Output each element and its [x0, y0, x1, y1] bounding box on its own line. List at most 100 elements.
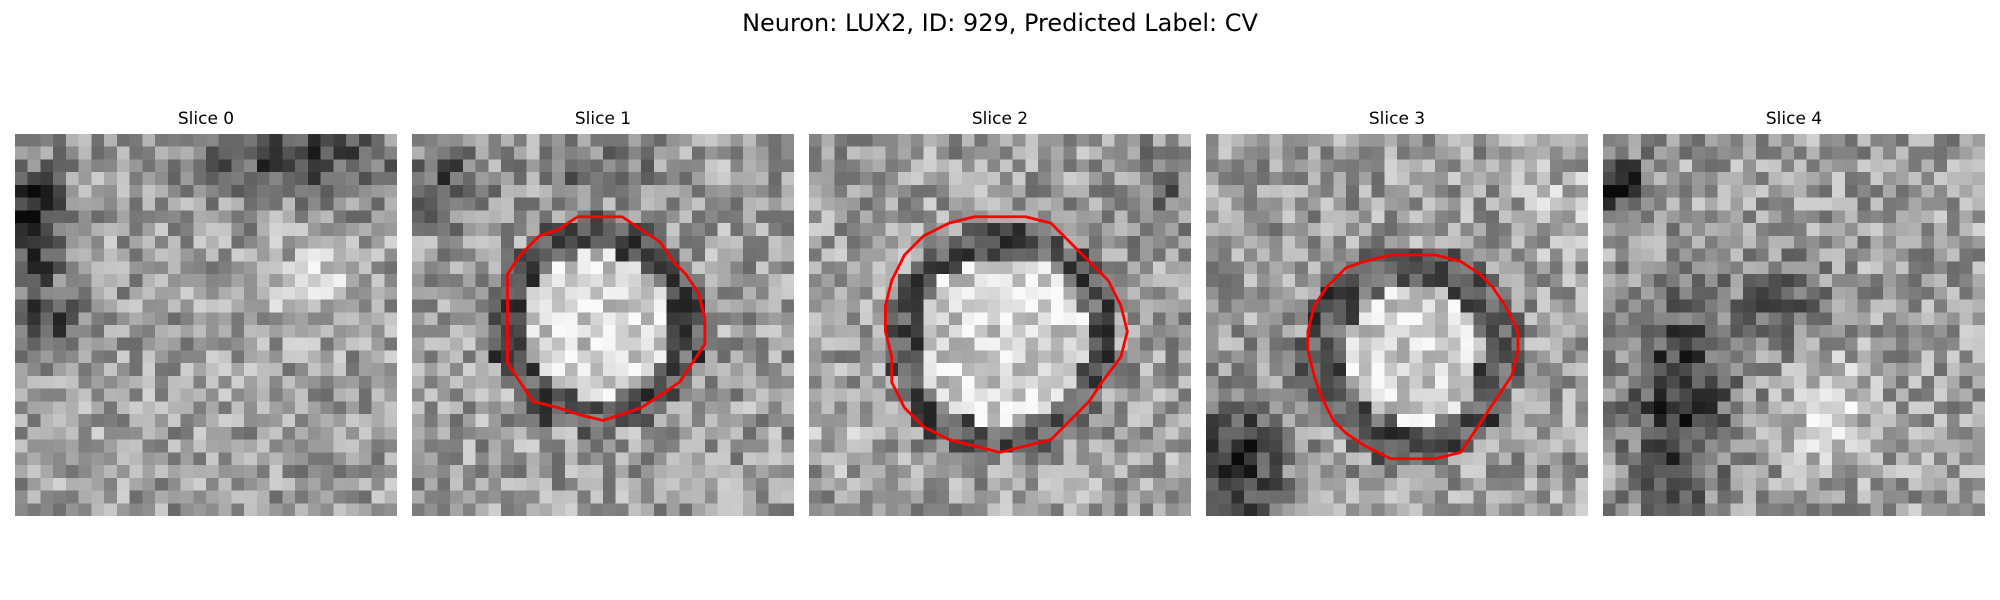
image-pixel [1755, 159, 1769, 173]
image-pixel [1397, 477, 1410, 491]
image-pixel [768, 452, 782, 466]
image-pixel [847, 299, 861, 313]
image-pixel [1794, 223, 1807, 237]
image-pixel [1768, 261, 1782, 275]
image-pixel [1934, 465, 1948, 479]
image-pixel [40, 146, 54, 160]
image-pixel [1524, 337, 1538, 351]
image-pixel [564, 197, 578, 211]
image-pixel [666, 325, 680, 338]
image-pixel [346, 388, 360, 402]
image-pixel [218, 337, 232, 351]
image-pixel [552, 197, 566, 211]
image-pixel [129, 235, 143, 249]
image-pixel [961, 388, 975, 402]
image-pixel [615, 426, 629, 440]
image-pixel [1832, 375, 1846, 389]
image-pixel [1883, 363, 1897, 377]
image-pixel [1231, 299, 1245, 313]
image-pixel [15, 452, 28, 466]
image-pixel [142, 363, 156, 377]
image-pixel [552, 375, 566, 389]
image-pixel [1498, 503, 1512, 516]
image-pixel [1000, 388, 1013, 402]
image-pixel [1959, 477, 1973, 491]
image-pixel [244, 146, 258, 160]
image-pixel [1101, 414, 1115, 428]
image-pixel [1152, 401, 1166, 415]
image-pixel [15, 363, 28, 377]
image-pixel [923, 375, 937, 389]
image-pixel [1269, 439, 1283, 453]
image-pixel [628, 325, 642, 338]
image-pixel [1307, 337, 1321, 351]
image-pixel [859, 452, 873, 466]
image-pixel [1934, 159, 1948, 173]
image-pixel [155, 503, 169, 516]
image-pixel [1819, 197, 1833, 211]
image-pixel [462, 223, 476, 237]
image-pixel [628, 261, 642, 275]
image-pixel [1140, 325, 1154, 338]
image-pixel [1358, 159, 1372, 173]
image-pixel [1615, 172, 1629, 186]
image-pixel [155, 146, 169, 160]
image-pixel [475, 184, 489, 198]
image-pixel [78, 363, 92, 377]
image-pixel [412, 261, 425, 275]
image-pixel [1256, 325, 1270, 338]
image-pixel [1806, 350, 1820, 364]
image-pixel [1447, 184, 1461, 198]
image-pixel [885, 223, 899, 237]
image-pixel [1206, 350, 1219, 364]
image-pixel [885, 503, 899, 516]
image-pixel [1140, 210, 1154, 224]
image-pixel [462, 414, 476, 428]
image-pixel [1460, 503, 1474, 516]
image-pixel [1165, 375, 1179, 389]
image-pixel [231, 350, 245, 364]
image-pixel [526, 159, 540, 173]
image-pixel [577, 159, 591, 173]
image-pixel [1794, 465, 1807, 479]
image-pixel [1089, 350, 1103, 364]
image-pixel [1921, 299, 1935, 313]
image-pixel [1794, 414, 1807, 428]
image-pixel [1819, 401, 1833, 415]
image-pixel [104, 235, 118, 249]
image-pixel [859, 146, 873, 160]
image-pixel [1307, 465, 1321, 479]
image-pixel [1333, 235, 1347, 249]
image-pixel [53, 503, 67, 516]
image-pixel [949, 134, 963, 147]
image-pixel [1934, 350, 1948, 364]
image-pixel [1397, 337, 1410, 351]
image-pixel [1692, 414, 1706, 428]
image-pixel [1114, 490, 1128, 504]
image-pixel [653, 146, 667, 160]
image-pixel [1114, 184, 1128, 198]
image-pixel [1870, 261, 1884, 275]
image-pixel [1575, 388, 1588, 402]
image-pixel [641, 312, 655, 326]
image-pixel [1679, 286, 1693, 300]
image-pixel [768, 401, 782, 415]
image-pixel [1679, 184, 1693, 198]
image-pixel [244, 172, 258, 186]
image-pixel [358, 299, 372, 313]
image-pixel [1076, 197, 1090, 211]
image-pixel [1371, 312, 1385, 326]
image-pixel [1908, 172, 1922, 186]
image-pixel [437, 146, 451, 160]
image-pixel [1895, 274, 1909, 288]
image-pixel [1883, 439, 1897, 453]
image-pixel [1549, 274, 1563, 288]
image-pixel [1921, 452, 1935, 466]
image-pixel [1000, 223, 1013, 237]
image-pixel [1666, 210, 1680, 224]
image-pixel [1743, 312, 1757, 326]
image-pixel [859, 197, 873, 211]
image-pixel [1895, 414, 1909, 428]
image-pixel [231, 299, 245, 313]
image-pixel [923, 414, 937, 428]
